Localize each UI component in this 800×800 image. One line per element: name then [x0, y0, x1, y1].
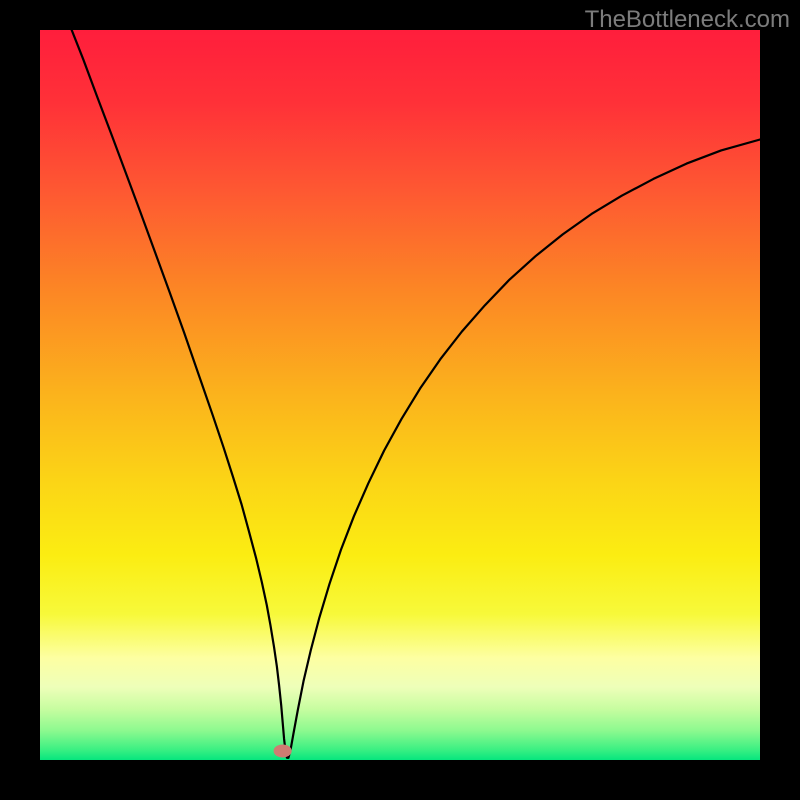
chart-plot-area: [40, 30, 760, 760]
gradient-background: [40, 30, 760, 760]
watermark-text: TheBottleneck.com: [585, 6, 790, 34]
optimal-point-marker: [273, 744, 292, 757]
